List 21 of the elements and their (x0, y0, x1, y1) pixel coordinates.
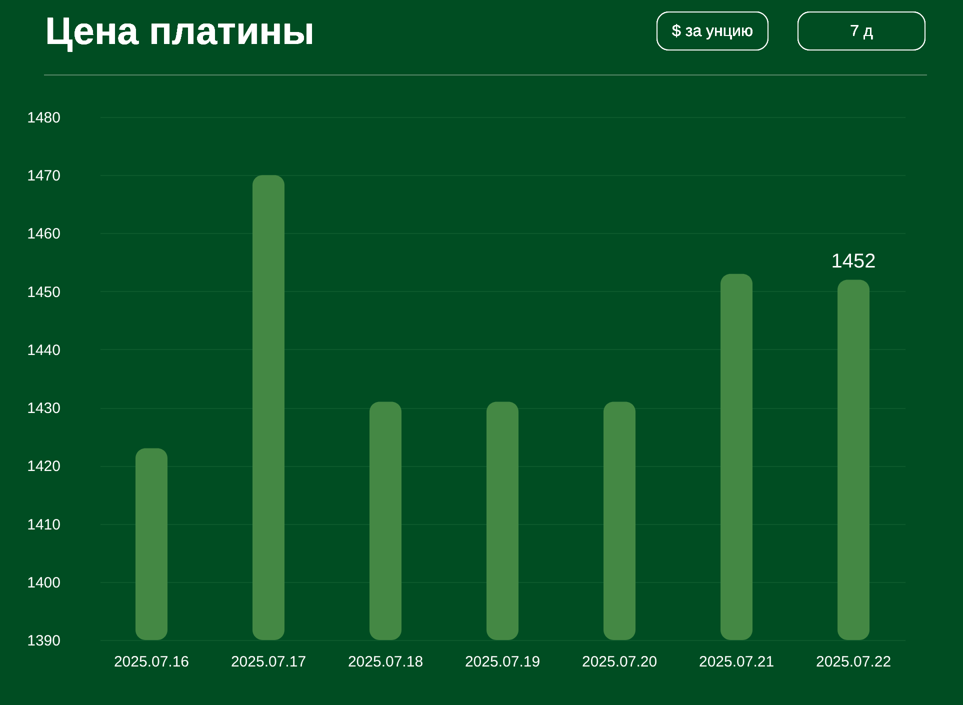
y-tick-label: 1470 (27, 168, 60, 185)
x-tick-label: 2025.07.20 (582, 654, 658, 670)
y-tick-label: 1480 (27, 110, 60, 126)
text: 7 д (850, 23, 874, 40)
chart-title: Цена платины (45, 11, 315, 53)
text: $ за унцию (672, 23, 753, 40)
y-tick-label: 1430 (27, 400, 60, 418)
data-label: 1452 (831, 250, 876, 273)
x-tick-label: 2025.07.21 (698, 654, 774, 670)
x-tick-label: 2025.07.16 (114, 654, 190, 670)
x-tick-label: 2025.07.19 (464, 654, 540, 670)
y-tick-label: 1450 (27, 284, 60, 301)
y-tick-label: 1410 (27, 516, 60, 534)
x-tick-label: 2025.07.18 (348, 654, 424, 670)
y-tick-label: 1400 (27, 574, 60, 592)
y-tick-label: 1390 (27, 632, 60, 650)
x-tick-label: 2025.07.17 (230, 654, 306, 670)
y-tick-label: 1440 (27, 342, 60, 359)
y-tick-label: 1420 (27, 458, 60, 476)
y-tick-label: 1460 (27, 226, 60, 243)
x-tick-label: 2025.07.22 (816, 654, 892, 670)
